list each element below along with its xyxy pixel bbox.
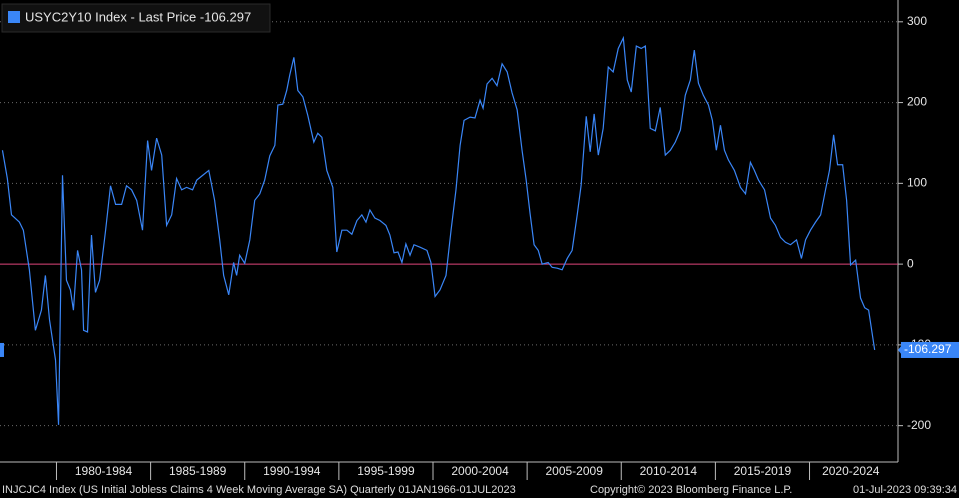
last-price-tag — [901, 341, 959, 358]
footnote: INJCJC4 Index (US Initial Jobless Claims… — [2, 484, 516, 496]
x-tick-label: 1990-1994 — [263, 464, 321, 478]
x-tick-label: 1980-1984 — [75, 464, 133, 478]
x-tick-label: 2010-2014 — [640, 464, 698, 478]
legend-label: USYC2Y10 Index - Last Price -106.297 — [25, 9, 251, 24]
x-tick-label: 2015-2019 — [734, 464, 792, 478]
grid — [0, 21, 898, 427]
x-tick-label: 2005-2009 — [545, 464, 603, 478]
y-tick-label: 0 — [907, 256, 914, 270]
y-tick-label: 200 — [907, 95, 927, 109]
left-price-marker — [0, 342, 4, 357]
timestamp: 01-Jul-2023 09:39:34 — [853, 484, 957, 496]
y-tick-label: 300 — [907, 14, 927, 28]
x-tick-label: 1985-1989 — [169, 464, 227, 478]
plot-area — [0, 35, 898, 425]
x-tick-label: 2000-2004 — [451, 464, 509, 478]
y-tick-label: 100 — [907, 176, 927, 190]
legend-box — [1, 3, 271, 33]
series-line — [1, 35, 876, 425]
copyright: Copyright© 2023 Bloomberg Finance L.P. — [590, 484, 792, 496]
legend-swatch — [8, 11, 20, 23]
axes: 3002001000-100-2001980-19841985-19891990… — [0, 0, 959, 480]
x-tick-label: 2020-2024 — [822, 464, 880, 478]
legend: USYC2Y10 Index - Last Price -106.297 — [1, 3, 271, 33]
last-price-label: -106.297 — [904, 342, 952, 356]
last-price-pointer — [898, 344, 902, 355]
y-tick-label: -200 — [907, 418, 931, 432]
x-tick-label: 1995-1999 — [357, 464, 415, 478]
